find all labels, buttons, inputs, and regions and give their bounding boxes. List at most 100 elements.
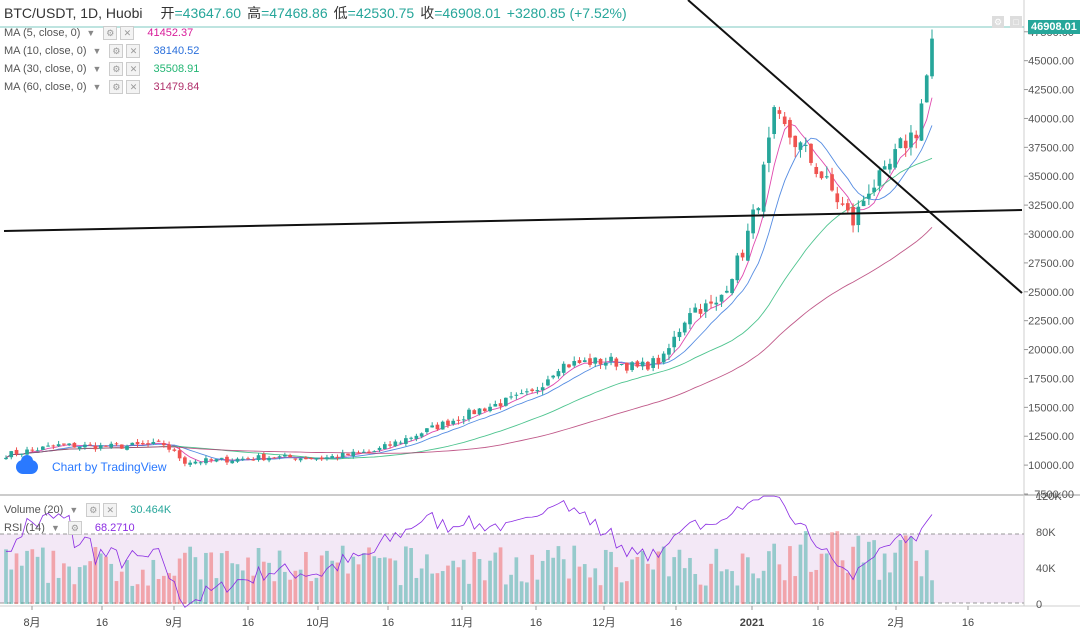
candle-body bbox=[14, 449, 19, 455]
chevron-down-icon[interactable]: ▼ bbox=[92, 46, 102, 56]
ma10-legend[interactable]: MA (10, close, 0) ▼ ⚙ ✕ 38140.52 bbox=[4, 43, 199, 59]
candle-body bbox=[703, 303, 708, 312]
candle-body bbox=[835, 193, 840, 203]
volume-bar bbox=[924, 550, 929, 604]
chevron-down-icon[interactable]: ▼ bbox=[50, 523, 60, 533]
candle-body bbox=[325, 457, 329, 460]
volume-label: Volume (20) bbox=[4, 504, 64, 516]
ma5-legend[interactable]: MA (5, close, 0) ▼ ⚙ ✕ 41452.37 bbox=[4, 25, 193, 41]
close-icon[interactable]: ✕ bbox=[126, 80, 141, 94]
volume-value: 30.464K bbox=[130, 504, 172, 516]
volume-bar bbox=[151, 559, 156, 604]
ma30-legend[interactable]: MA (30, close, 0) ▼ ⚙ ✕ 35508.91 bbox=[4, 61, 199, 77]
volume-bar bbox=[230, 563, 235, 604]
candle-body bbox=[756, 208, 761, 211]
candle-body bbox=[130, 442, 135, 446]
volume-bar bbox=[824, 553, 829, 604]
gear-icon[interactable]: ⚙ bbox=[67, 521, 82, 535]
chevron-down-icon[interactable]: ▼ bbox=[86, 28, 96, 38]
volume-bar bbox=[519, 581, 524, 604]
volume-bar bbox=[272, 581, 277, 604]
maximize-icon[interactable]: □ bbox=[1010, 16, 1022, 28]
candle-body bbox=[361, 451, 366, 453]
volume-bar bbox=[246, 557, 250, 604]
volume-bar bbox=[530, 554, 534, 604]
time-tick-label: 16 bbox=[96, 617, 108, 629]
gear-icon[interactable]: ⚙ bbox=[86, 503, 101, 517]
gear-icon[interactable]: ⚙ bbox=[109, 62, 124, 76]
candle-body bbox=[888, 163, 892, 170]
gear-icon[interactable]: ⚙ bbox=[109, 80, 124, 94]
price-tick-label: 37500.00 bbox=[1028, 142, 1074, 154]
close-icon[interactable]: ✕ bbox=[120, 26, 135, 40]
volume-bar bbox=[109, 563, 114, 604]
candle-body bbox=[267, 457, 271, 461]
pane-controls: ⚙ □ bbox=[986, 16, 1022, 28]
ma60-legend[interactable]: MA (60, close, 0) ▼ ⚙ ✕ 31479.84 bbox=[4, 79, 199, 95]
candle-body bbox=[614, 358, 619, 367]
candle-body bbox=[819, 171, 824, 179]
volume-bar bbox=[440, 571, 445, 604]
volume-bar bbox=[514, 557, 519, 604]
candle-body bbox=[540, 387, 545, 391]
candle-body bbox=[803, 144, 808, 146]
candle-body bbox=[630, 362, 634, 371]
candle-body bbox=[440, 421, 445, 430]
time-tick-label: 16 bbox=[382, 617, 394, 629]
low-value: =42530.75 bbox=[347, 5, 415, 21]
volume-bar bbox=[698, 584, 703, 604]
volume-bar bbox=[193, 557, 198, 604]
settings-icon[interactable]: ⚙ bbox=[992, 16, 1004, 28]
candle-body bbox=[809, 143, 813, 163]
candle-body bbox=[146, 443, 150, 445]
volume-legend[interactable]: Volume (20) ▼ ⚙ ✕ 30.464K bbox=[4, 502, 171, 518]
chevron-down-icon[interactable]: ▼ bbox=[69, 505, 79, 515]
rsi-legend[interactable]: RSI (14) ▼ ⚙ 68.2710 bbox=[4, 520, 135, 536]
candle-body bbox=[488, 406, 492, 412]
volume-bar bbox=[446, 565, 450, 604]
candle-body bbox=[477, 408, 482, 415]
tradingview-watermark[interactable]: Chart by TradingView bbox=[16, 455, 167, 474]
volume-bar bbox=[35, 556, 40, 604]
volume-bar bbox=[93, 547, 98, 604]
candle-body bbox=[930, 38, 934, 77]
time-tick-label: 8月 bbox=[23, 617, 40, 629]
gear-icon[interactable]: ⚙ bbox=[109, 44, 124, 58]
candle-body bbox=[204, 458, 208, 464]
volume-bar bbox=[46, 582, 50, 604]
close-icon[interactable]: ✕ bbox=[103, 503, 118, 517]
volume-bar bbox=[367, 547, 371, 604]
volume-bar bbox=[609, 551, 613, 604]
chevron-down-icon[interactable]: ▼ bbox=[92, 82, 102, 92]
candle-body bbox=[777, 110, 782, 114]
tradingview-logo-icon bbox=[16, 455, 38, 474]
candle-body bbox=[219, 457, 224, 459]
candle-body bbox=[272, 457, 277, 459]
candle-body bbox=[572, 361, 577, 366]
candle-body bbox=[356, 452, 361, 454]
price-tick-label: 40000.00 bbox=[1028, 113, 1074, 125]
volume-bar bbox=[72, 584, 77, 604]
volume-bar bbox=[546, 549, 550, 604]
volume-bar bbox=[772, 543, 777, 604]
watermark-text: Chart by TradingView bbox=[52, 460, 167, 474]
candle-body bbox=[546, 379, 550, 386]
volume-bar bbox=[472, 551, 477, 604]
candle-body bbox=[167, 444, 171, 450]
symbol-title: BTC/USDT, 1D, Huobi bbox=[4, 5, 143, 21]
candle-body bbox=[640, 361, 645, 367]
gear-icon[interactable]: ⚙ bbox=[103, 26, 118, 40]
change-value: +3280.85 (+7.52%) bbox=[506, 5, 627, 21]
volume-bar bbox=[261, 561, 266, 604]
volume-bar bbox=[235, 564, 240, 604]
rsi-line bbox=[6, 495, 933, 608]
candle-body bbox=[451, 420, 456, 425]
chevron-down-icon[interactable]: ▼ bbox=[92, 64, 102, 74]
volume-bar bbox=[646, 563, 650, 604]
candle-body bbox=[404, 438, 408, 444]
close-icon[interactable]: ✕ bbox=[126, 44, 141, 58]
volume-bar bbox=[535, 579, 540, 604]
volume-bar bbox=[130, 585, 135, 604]
close-icon[interactable]: ✕ bbox=[126, 62, 141, 76]
